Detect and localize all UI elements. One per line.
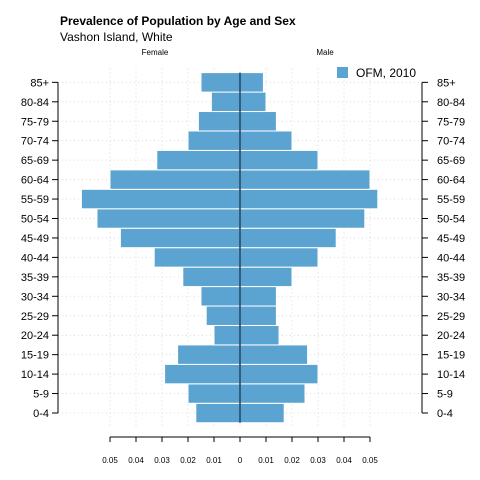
y-tick-label-right: 5-9 — [437, 389, 453, 401]
bar-male-5-9 — [239, 383, 306, 404]
y-tick-label-left: 65-69 — [21, 155, 49, 167]
x-tick-label: 0.03 — [310, 456, 326, 465]
bar-male-55-59 — [239, 188, 379, 210]
bar-male-50-54 — [239, 208, 366, 229]
x-tick-label: 0.02 — [284, 456, 300, 465]
bar-female-40-44 — [153, 247, 241, 268]
bar-male-60-64 — [239, 169, 371, 190]
x-tick-label: 0.03 — [154, 456, 170, 465]
y-tick-label-left: 15-19 — [21, 350, 49, 362]
y-tick-label-left: 45-49 — [21, 233, 49, 245]
x-tick-label: 0.01 — [258, 456, 274, 465]
legend-label: OFM, 2010 — [356, 66, 416, 80]
y-tick-label-left: 10-14 — [21, 369, 49, 381]
y-tick-label-left: 40-44 — [21, 252, 49, 264]
x-tick-label: 0.04 — [128, 456, 144, 465]
y-tick-label-left: 0-4 — [33, 408, 49, 420]
bar-female-20-24 — [213, 324, 241, 346]
x-tick-label: 0.05 — [362, 456, 378, 465]
bar-female-65-69 — [156, 149, 241, 171]
y-tick-label-left: 55-59 — [21, 194, 49, 206]
bar-female-60-64 — [109, 169, 241, 190]
bar-male-15-19 — [239, 344, 309, 365]
bar-male-65-69 — [239, 149, 319, 171]
bar-female-80-84 — [210, 91, 241, 113]
bar-male-45-49 — [239, 227, 337, 249]
bar-male-0-4 — [239, 402, 285, 424]
bar-male-70-74 — [239, 130, 293, 151]
bar-male-20-24 — [239, 324, 280, 346]
x-tick-label: 0 — [238, 456, 243, 465]
bar-male-35-39 — [239, 266, 293, 288]
bar-female-50-54 — [96, 208, 241, 229]
y-tick-label-left: 30-34 — [21, 291, 49, 303]
y-tick-label-left: 50-54 — [21, 214, 49, 226]
y-tick-label-left: 20-24 — [21, 330, 49, 342]
y-tick-label-left: 85+ — [30, 77, 49, 89]
bar-female-70-74 — [187, 130, 241, 151]
y-tick-label-right: 25-29 — [437, 311, 465, 323]
y-tick-label-right: 35-39 — [437, 272, 465, 284]
bar-male-75-79 — [239, 111, 277, 132]
bar-male-85+ — [239, 72, 264, 93]
y-tick-label-right: 15-19 — [437, 350, 465, 362]
bar-male-30-34 — [239, 286, 277, 307]
bar-female-75-79 — [197, 111, 241, 132]
bar-male-10-14 — [239, 363, 319, 385]
x-tick-label: 0.01 — [206, 456, 222, 465]
y-tick-label-left: 5-9 — [33, 389, 49, 401]
bar-female-55-59 — [80, 188, 241, 210]
label-male: Male — [316, 48, 334, 57]
y-tick-label-right: 80-84 — [437, 97, 465, 109]
y-tick-label-left: 60-64 — [21, 175, 49, 187]
y-tick-label-right: 75-79 — [437, 116, 465, 128]
y-tick-label-right: 50-54 — [437, 214, 465, 226]
y-tick-label-right: 20-24 — [437, 330, 465, 342]
y-tick-label-right: 45-49 — [437, 233, 465, 245]
x-tick-label: 0.04 — [336, 456, 352, 465]
y-tick-label-right: 10-14 — [437, 369, 465, 381]
bar-female-85+ — [200, 72, 241, 93]
y-tick-label-left: 75-79 — [21, 116, 49, 128]
bar-female-25-29 — [205, 305, 241, 326]
bar-male-40-44 — [239, 247, 319, 268]
y-tick-label-left: 70-74 — [21, 136, 49, 148]
bar-female-15-19 — [177, 344, 241, 365]
chart-subtitle: Vashon Island, White — [60, 30, 173, 44]
bar-female-10-14 — [164, 363, 241, 385]
chart-title: Prevalence of Population by Age and Sex — [60, 14, 296, 28]
bar-female-35-39 — [182, 266, 241, 288]
y-tick-label-left: 80-84 — [21, 97, 49, 109]
y-tick-label-right: 30-34 — [437, 291, 465, 303]
bar-female-0-4 — [195, 402, 241, 424]
bar-male-25-29 — [239, 305, 277, 326]
y-tick-label-right: 60-64 — [437, 175, 465, 187]
y-tick-label-right: 85+ — [437, 77, 456, 89]
x-tick-label: 0.05 — [102, 456, 118, 465]
bar-female-5-9 — [187, 383, 241, 404]
y-tick-label-right: 55-59 — [437, 194, 465, 206]
x-tick-label: 0.02 — [180, 456, 196, 465]
bar-female-30-34 — [200, 286, 241, 307]
y-tick-label-right: 40-44 — [437, 252, 465, 264]
y-tick-label-right: 65-69 — [437, 155, 465, 167]
y-tick-label-left: 25-29 — [21, 311, 49, 323]
y-tick-label-left: 35-39 — [21, 272, 49, 284]
label-female: Female — [142, 48, 169, 57]
bar-male-80-84 — [239, 91, 267, 113]
y-tick-label-right: 70-74 — [437, 136, 465, 148]
y-tick-label-right: 0-4 — [437, 408, 453, 420]
legend-swatch — [337, 67, 348, 78]
bar-female-45-49 — [119, 227, 241, 249]
